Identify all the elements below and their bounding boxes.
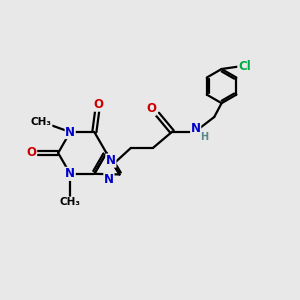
Text: O: O <box>94 98 104 111</box>
Text: N: N <box>191 122 201 135</box>
Text: H: H <box>200 132 208 142</box>
Text: N: N <box>106 154 116 167</box>
Text: O: O <box>27 146 37 159</box>
Text: N: N <box>65 125 75 139</box>
Text: CH₃: CH₃ <box>31 117 52 127</box>
Text: N: N <box>104 173 114 186</box>
Text: CH₃: CH₃ <box>60 197 81 207</box>
Text: O: O <box>146 102 156 115</box>
Text: N: N <box>65 167 75 180</box>
Text: Cl: Cl <box>238 60 250 73</box>
